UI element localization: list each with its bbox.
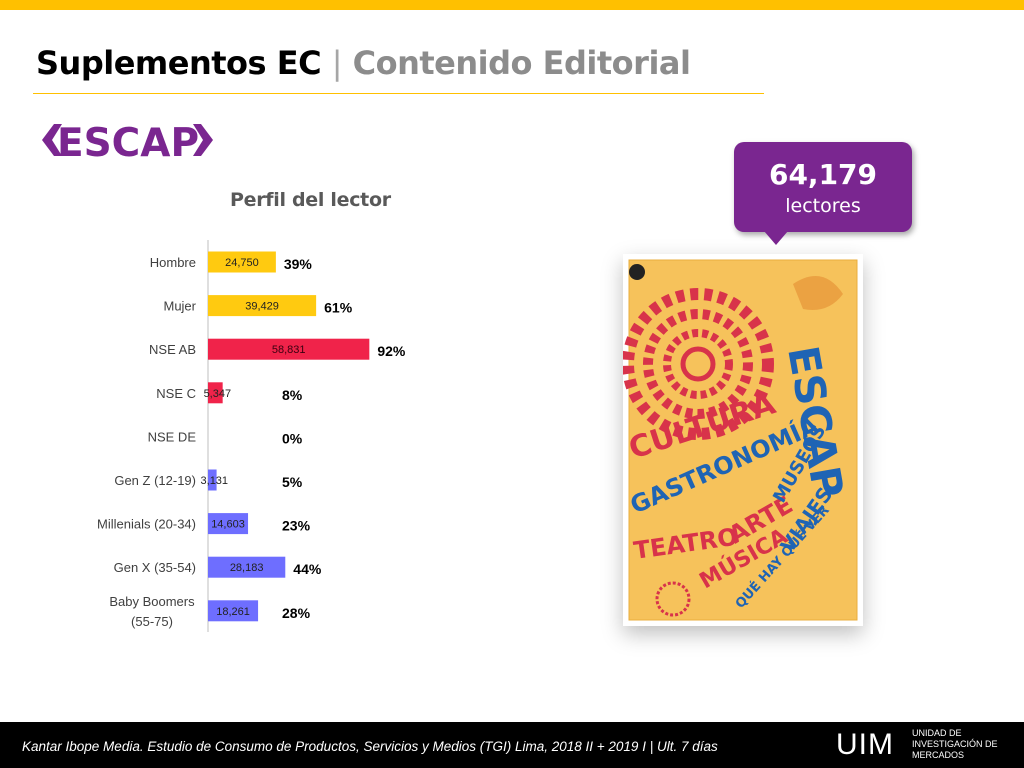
readers-callout: 64,179 lectores — [734, 142, 912, 245]
chart-value-label: 39,429 — [245, 301, 279, 313]
uim-unit-line-2: INVESTIGACIÓN DE — [912, 739, 998, 749]
escap-logo-text: ESCAP — [57, 121, 199, 162]
chart-percent-label: 44% — [293, 561, 322, 577]
title-underline — [33, 93, 764, 94]
escap-logo: ESCAP — [42, 121, 213, 162]
chart-value-label: 28,183 — [230, 562, 264, 574]
magazine-cover: ESCAP CULTURA GASTRONOMÍA TEATRO ARTE MU… — [622, 254, 863, 626]
chart-bar — [208, 469, 217, 491]
chart-category-label: NSE AB — [149, 342, 196, 357]
source-note: Kantar Ibope Media. Estudio de Consumo d… — [22, 739, 718, 754]
page-title-main: Suplementos EC — [36, 44, 322, 82]
chart-value-label: 58,831 — [272, 344, 306, 356]
chart-bar — [208, 338, 370, 360]
uim-unit-line-3: MERCADOS — [912, 750, 965, 760]
chart-percent-label: 39% — [284, 256, 313, 272]
top-accent-bar — [0, 0, 1024, 10]
chart-value-label: 14,603 — [211, 519, 245, 531]
footer: Kantar Ibope Media. Estudio de Consumo d… — [0, 722, 1024, 768]
chart-category-label: (55-75) — [131, 614, 173, 629]
chart-category-label: Gen X (35-54) — [114, 560, 196, 575]
readers-count: 64,179 — [768, 158, 878, 191]
chart-value-label: 24,750 — [225, 257, 259, 269]
chart-bar — [208, 556, 286, 578]
chart-category-label: Baby Boomers — [109, 594, 195, 609]
chart-value-label: 3,131 — [201, 475, 229, 487]
chart-category-label: Millenials (20-34) — [97, 517, 196, 532]
chart-category-label: Gen Z (12-19) — [114, 473, 196, 488]
chart-percent-label: 28% — [282, 605, 311, 621]
page-title-sub: Contenido Editorial — [352, 44, 691, 82]
uim-unit-line-1: UNIDAD DE — [912, 728, 962, 738]
chart-value-label: 5,347 — [204, 388, 232, 400]
chart-bar — [208, 513, 249, 535]
chart-bar — [208, 600, 259, 622]
chart-percent-label: 8% — [282, 387, 303, 403]
chart-percent-label: 0% — [282, 430, 303, 446]
chart-bar — [208, 295, 317, 317]
uim-unit-name: UNIDAD DE INVESTIGACIÓN DE MERCADOS — [912, 728, 1022, 761]
cover-sun-pattern — [622, 288, 774, 440]
chart-category-label: Hombre — [150, 255, 196, 270]
page-title: Suplementos EC | Contenido Editorial — [36, 44, 691, 82]
chart-percent-label: 23% — [282, 518, 311, 534]
page-title-separator: | — [331, 44, 343, 82]
chart-value-label: 18,261 — [216, 606, 250, 618]
chart-title: Perfil del lector — [230, 189, 391, 211]
uim-logo: UIM — [836, 728, 894, 761]
chart-percent-label: 92% — [377, 343, 406, 359]
chart-percent-label: 5% — [282, 474, 303, 490]
chart-percent-label: 61% — [324, 300, 353, 316]
chart-category-label: NSE C — [156, 386, 196, 401]
magazine-cover-art: ESCAP CULTURA GASTRONOMÍA TEATRO ARTE MU… — [622, 259, 858, 621]
chart-bar — [208, 251, 276, 273]
readers-label: lectores — [785, 195, 861, 217]
chart-category-label: NSE DE — [148, 429, 197, 444]
chart-bar — [208, 382, 223, 404]
chart-category-label: Mujer — [163, 299, 196, 314]
